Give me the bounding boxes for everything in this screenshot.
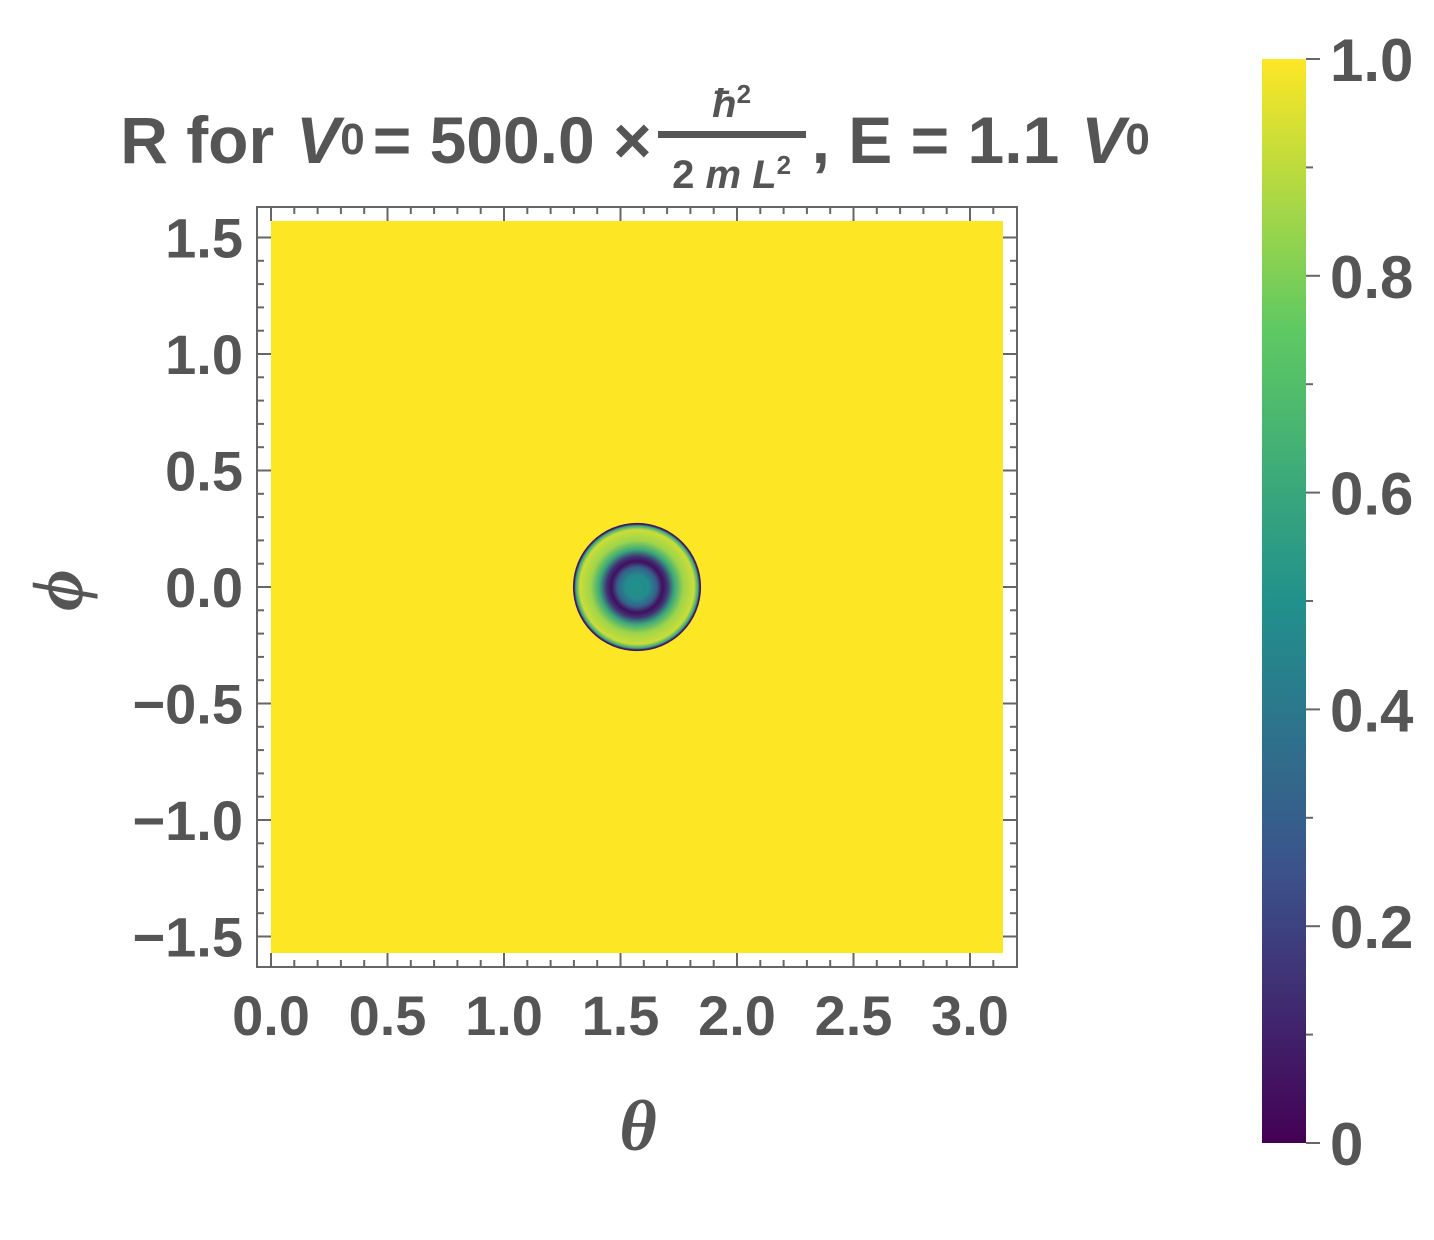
y-tick-label: 1.0 <box>165 323 243 386</box>
title-v0-subscript: 0 <box>1125 115 1150 164</box>
title-v0-symbol: V <box>1081 103 1126 177</box>
colorbar-tick-label: 0.4 <box>1330 677 1414 744</box>
x-tick-label: 2.0 <box>698 984 776 1047</box>
title-energy: , E = 1.1 <box>811 103 1060 177</box>
colorbar-tick-label: 0.8 <box>1330 244 1413 311</box>
colorbar-tick-label: 0.2 <box>1330 894 1413 961</box>
y-tick-label: 0.0 <box>165 556 243 619</box>
title-fraction: ħ2 2 m L2 <box>657 71 806 198</box>
title-frac-numerator-sup: 2 <box>736 78 752 109</box>
colorbar-tick-label: 1.0 <box>1330 27 1413 94</box>
title-frac-den-m: m <box>705 152 742 197</box>
x-tick-label: 0.0 <box>232 984 310 1047</box>
title-frac-den-2: 2 <box>672 152 695 197</box>
y-tick-label: 1.5 <box>165 206 243 269</box>
title-frac-bar <box>657 130 806 138</box>
colorbar-tick-label: 0 <box>1330 1111 1363 1178</box>
x-tick-label: 1.5 <box>582 984 660 1047</box>
x-tick-label: 2.5 <box>815 984 893 1047</box>
title-frac-den-L: L <box>752 152 777 197</box>
colorbar-gradient <box>1262 59 1306 1143</box>
title-prefix: R for <box>120 103 275 177</box>
x-tick-label: 0.5 <box>349 984 427 1047</box>
y-tick-label: −1.0 <box>132 789 243 852</box>
title-equals-value: = 500.0 × <box>372 103 652 177</box>
title-v-symbol: V <box>296 103 341 177</box>
x-axis-label: θ <box>619 1086 656 1166</box>
plot-area <box>271 221 1003 953</box>
y-axis-label: ϕ <box>18 569 98 611</box>
heatmap-feature-ring <box>572 522 702 652</box>
plot-frame: 0.0 0.5 1.0 1.5 2.0 2.5 3.0 1.5 1.0 0.5 0.0 −0.5 −1.… <box>132 206 1018 1047</box>
y-tick-label: −0.5 <box>132 673 243 736</box>
x-tick-label: 3.0 <box>931 984 1009 1047</box>
y-tick-label: 0.5 <box>165 439 243 502</box>
y-tick-label: −1.5 <box>132 906 243 969</box>
colorbar-tick-label: 0.6 <box>1330 461 1413 528</box>
colorbar: 1.0 0.8 0.6 0.4 0.2 0 <box>1262 27 1414 1178</box>
title-v-subscript: 0 <box>340 115 365 164</box>
title-frac-numerator: ħ <box>712 81 737 126</box>
title-frac-den-sup: 2 <box>776 149 792 180</box>
x-tick-label: 1.0 <box>465 984 543 1047</box>
